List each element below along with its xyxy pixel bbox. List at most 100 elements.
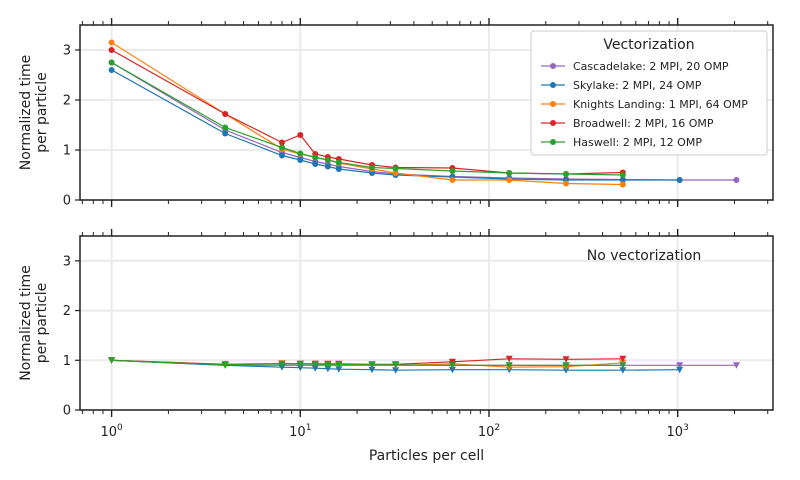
legend-swatch-marker bbox=[550, 120, 556, 126]
data-point bbox=[676, 362, 684, 369]
legend-entry-broadwell-2-mpi-16-omp: Broadwell: 2 MPI, 16 OMP bbox=[541, 117, 714, 130]
data-point bbox=[392, 361, 400, 369]
data-point bbox=[297, 132, 304, 138]
data-point bbox=[368, 366, 376, 374]
legend: Vectorization Cascadelake: 2 MPI, 20 OMP S… bbox=[530, 30, 768, 156]
data-point bbox=[619, 172, 626, 178]
y-tick-label: 1 bbox=[63, 144, 71, 159]
data-point bbox=[221, 361, 229, 369]
y-tick-label: 2 bbox=[63, 304, 71, 319]
data-point bbox=[296, 360, 304, 368]
data-point bbox=[676, 177, 683, 183]
data-point bbox=[222, 124, 229, 131]
data-point bbox=[562, 367, 570, 374]
panel-2: 0 1 2 3 100 101 102 103 Normalized timeper parti… bbox=[18, 229, 774, 464]
data-point bbox=[733, 177, 740, 183]
legend-label: Knights Landing: 1 MPI, 64 OMP bbox=[573, 98, 748, 111]
data-point bbox=[324, 163, 331, 170]
data-point bbox=[562, 362, 570, 369]
data-point bbox=[449, 168, 456, 174]
legend-label: Skylake: 2 MPI, 24 OMP bbox=[573, 79, 702, 92]
data-point bbox=[279, 139, 286, 146]
y-axis-label: Normalized timeper particle bbox=[18, 265, 50, 380]
data-point bbox=[297, 157, 304, 163]
x-tick-label: 102 bbox=[478, 423, 500, 440]
data-point bbox=[335, 159, 342, 166]
data-point bbox=[392, 165, 399, 172]
data-point bbox=[335, 166, 342, 172]
panel-annotation: No vectorization bbox=[587, 248, 702, 264]
data-point bbox=[732, 362, 740, 369]
series-skylake-2-mpi-24-omp bbox=[108, 67, 683, 183]
data-point bbox=[562, 356, 570, 363]
data-point bbox=[505, 362, 513, 369]
axes-frame bbox=[79, 24, 774, 201]
data-point bbox=[279, 144, 286, 151]
data-point bbox=[335, 366, 343, 373]
y-tick-label: 0 bbox=[63, 404, 71, 419]
data-point bbox=[619, 367, 627, 374]
data-point bbox=[506, 177, 513, 183]
data-point bbox=[279, 152, 286, 159]
y-tick-label: 3 bbox=[63, 254, 71, 269]
data-point bbox=[108, 59, 115, 66]
series-line bbox=[111, 69, 680, 181]
data-point bbox=[619, 355, 627, 363]
axes-frame bbox=[79, 235, 774, 411]
legend-label: Haswell: 2 MPI, 12 OMP bbox=[573, 136, 702, 149]
data-point bbox=[296, 364, 304, 372]
x-tick-label: 100 bbox=[100, 423, 123, 440]
data-point bbox=[506, 170, 513, 176]
data-point bbox=[312, 161, 319, 167]
data-point bbox=[448, 362, 456, 369]
data-point bbox=[448, 358, 456, 366]
data-point bbox=[392, 170, 399, 176]
legend-swatch-marker bbox=[550, 63, 556, 69]
legend-label: Cascadelake: 2 MPI, 20 OMP bbox=[573, 60, 729, 73]
legend-label: Broadwell: 2 MPI, 16 OMP bbox=[573, 117, 714, 130]
legend-swatch-marker bbox=[550, 101, 556, 107]
data-point bbox=[619, 177, 626, 183]
data-point bbox=[222, 130, 229, 137]
panel-1: 0 1 2 3 Normalized timeper particle Vectoriza… bbox=[18, 18, 774, 209]
data-point bbox=[619, 362, 627, 369]
data-point bbox=[108, 47, 115, 53]
series-line bbox=[111, 359, 680, 371]
data-point bbox=[369, 164, 376, 171]
data-point bbox=[324, 361, 332, 368]
legend-entry-skylake-2-mpi-24-omp: Skylake: 2 MPI, 24 OMP bbox=[541, 79, 702, 92]
data-point bbox=[324, 365, 332, 373]
data-point bbox=[563, 180, 570, 187]
x-tick-label: 103 bbox=[667, 423, 689, 440]
legend-swatch-marker bbox=[550, 139, 556, 145]
legend-box bbox=[530, 30, 768, 156]
data-point bbox=[312, 154, 319, 161]
series-haswell-2-mpi-12-omp bbox=[108, 59, 626, 178]
data-point bbox=[297, 150, 304, 157]
legend-entry-cascadelake-2-mpi-20-omp: Cascadelake: 2 MPI, 20 OMP bbox=[541, 60, 729, 73]
y-tick-label: 1 bbox=[63, 354, 71, 369]
data-point bbox=[676, 366, 684, 374]
data-point bbox=[449, 177, 456, 183]
legend-entry-haswell-2-mpi-12-omp: Haswell: 2 MPI, 12 OMP bbox=[541, 136, 702, 149]
series-haswell-2-mpi-12-omp bbox=[108, 357, 627, 369]
legend-swatch-marker bbox=[550, 82, 556, 88]
y-tick-label: 0 bbox=[63, 194, 71, 209]
series-broadwell-2-mpi-16-omp bbox=[108, 355, 627, 368]
data-point bbox=[324, 157, 331, 163]
y-tick-label: 2 bbox=[63, 94, 71, 109]
data-point bbox=[222, 111, 229, 117]
data-point bbox=[619, 181, 626, 188]
data-point bbox=[108, 67, 115, 73]
legend-entry-knights-landing-1-mpi-64-omp: Knights Landing: 1 MPI, 64 OMP bbox=[541, 98, 748, 111]
data-point bbox=[278, 360, 286, 368]
data-point bbox=[108, 357, 116, 364]
data-point bbox=[505, 355, 513, 363]
x-axis-label: Particles per cell bbox=[369, 448, 484, 464]
data-point bbox=[563, 171, 570, 177]
data-point bbox=[335, 361, 343, 368]
data-point bbox=[448, 366, 456, 374]
legend-title: Vectorization bbox=[603, 37, 694, 53]
data-point bbox=[392, 367, 400, 374]
